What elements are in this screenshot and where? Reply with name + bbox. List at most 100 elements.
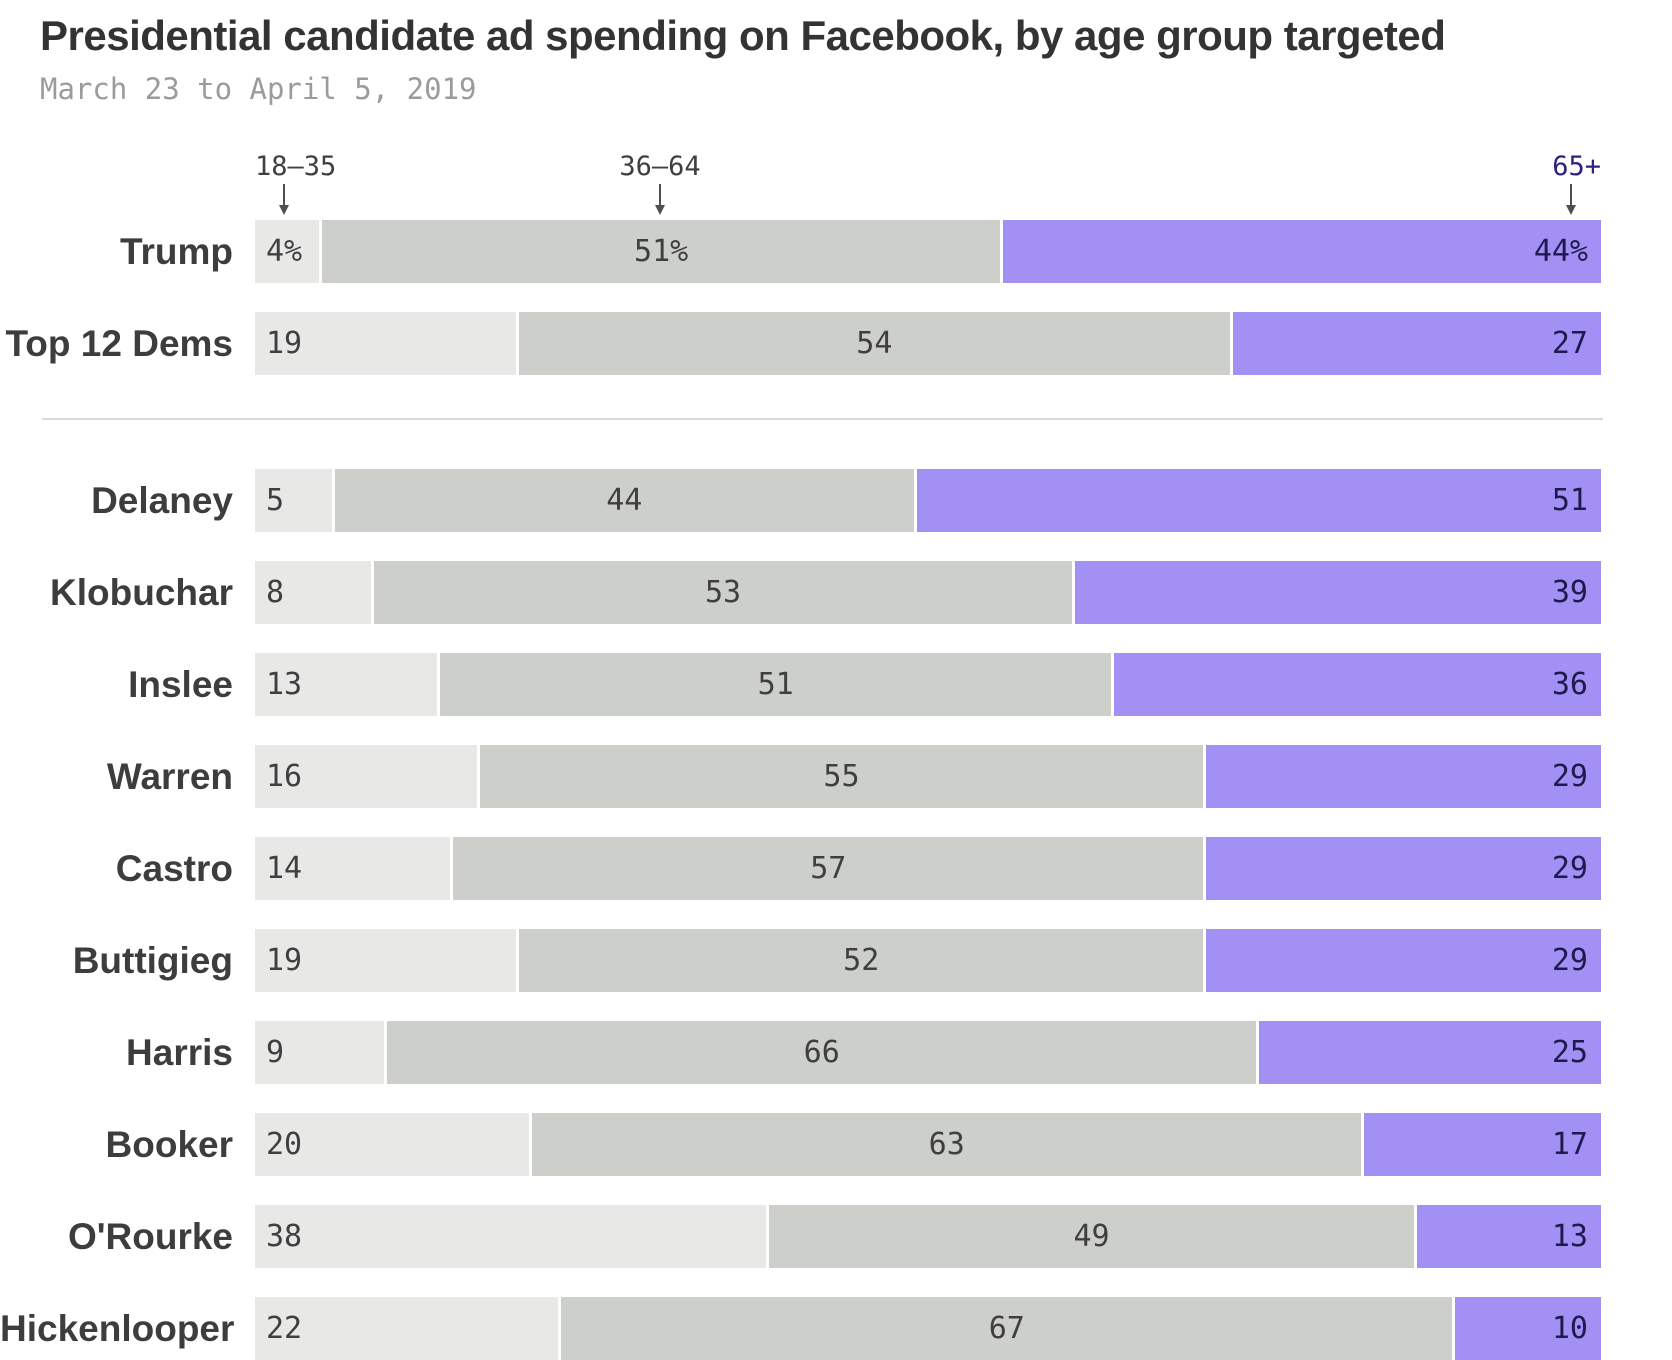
segment-65-plus: 10 xyxy=(1455,1297,1601,1360)
bar-row: Delaney 5 44 51 xyxy=(0,469,1672,532)
age-group-label-36-64: 36–64 xyxy=(619,151,701,182)
segment-value: 22 xyxy=(266,1311,303,1346)
bar-row: Booker 20 63 17 xyxy=(0,1113,1672,1176)
segment-value: 4% xyxy=(266,234,303,269)
bar-row: Hickenlooper 22 67 10 xyxy=(0,1297,1672,1360)
segment-18-35: 19 xyxy=(255,312,517,375)
candidate-label: Castro xyxy=(115,848,233,889)
segment-value: 10 xyxy=(1551,1311,1588,1346)
candidate-label: Warren xyxy=(106,756,233,797)
segment-value: 29 xyxy=(1551,943,1588,978)
segment-36-64: 49 xyxy=(769,1205,1414,1268)
segment-value: 19 xyxy=(266,326,303,361)
segment-value: 25 xyxy=(1551,1035,1588,1070)
age-group-label-65-plus: 65+ xyxy=(1552,151,1601,182)
segment-65-plus: 51 xyxy=(916,469,1601,532)
segment-65-plus: 13 xyxy=(1416,1205,1601,1268)
stacked-bar: 4% 51% 44% xyxy=(255,220,1601,283)
stacked-bar: 20 63 17 xyxy=(255,1113,1601,1176)
segment-value: 51 xyxy=(1551,483,1588,518)
segment-18-35: 5 xyxy=(255,469,332,532)
candidate-label: Booker xyxy=(105,1124,233,1165)
segment-value: 67 xyxy=(988,1311,1025,1346)
bar-row: Castro 14 57 29 xyxy=(0,837,1672,900)
bar-row: Inslee 13 51 36 xyxy=(0,653,1672,716)
segment-65-plus: 29 xyxy=(1206,837,1601,900)
candidate-label: Harris xyxy=(126,1032,233,1073)
segment-36-64: 51% xyxy=(322,220,1001,283)
down-arrow-icon xyxy=(279,184,289,215)
segment-value: 13 xyxy=(266,667,303,702)
segment-18-35: 19 xyxy=(255,929,517,992)
segment-36-64: 44 xyxy=(334,469,914,532)
segment-value: 44% xyxy=(1533,234,1588,269)
bar-row: Harris 9 66 25 xyxy=(0,1021,1672,1084)
segment-18-35: 9 xyxy=(255,1021,385,1084)
segment-value: 38 xyxy=(266,1219,303,1254)
stacked-bar: 16 55 29 xyxy=(255,745,1601,808)
segment-value: 17 xyxy=(1551,1127,1588,1162)
segment-value: 54 xyxy=(856,326,893,361)
stacked-bar: 9 66 25 xyxy=(255,1021,1601,1084)
segment-36-64: 51 xyxy=(440,653,1112,716)
candidate-label: O'Rourke xyxy=(67,1216,233,1257)
bar-row: Top 12 Dems 19 54 27 xyxy=(0,312,1672,375)
segment-65-plus: 29 xyxy=(1206,745,1601,808)
segment-value: 13 xyxy=(1551,1219,1588,1254)
segment-36-64: 57 xyxy=(453,837,1204,900)
chart-title: Presidential candidate ad spending on Fa… xyxy=(40,12,1446,59)
segment-65-plus: 44% xyxy=(1003,220,1601,283)
segment-65-plus: 29 xyxy=(1206,929,1601,992)
segment-value: 14 xyxy=(266,851,303,886)
segment-value: 36 xyxy=(1551,667,1588,702)
segment-value: 39 xyxy=(1551,575,1588,610)
stacked-bar: 14 57 29 xyxy=(255,837,1601,900)
candidate-label: Hickenlooper xyxy=(0,1308,235,1349)
segment-18-35: 38 xyxy=(255,1205,767,1268)
stacked-bar: 13 51 36 xyxy=(255,653,1601,716)
group-divider xyxy=(42,418,1603,420)
bar-row: Buttigieg 19 52 29 xyxy=(0,929,1672,992)
candidate-label: Delaney xyxy=(91,480,233,521)
segment-value: 9 xyxy=(266,1035,285,1070)
bar-row: Klobuchar 8 53 39 xyxy=(0,561,1672,624)
stacked-bar: 22 67 10 xyxy=(255,1297,1601,1360)
segment-value: 51% xyxy=(634,234,689,269)
segment-65-plus: 25 xyxy=(1259,1021,1601,1084)
bar-row: O'Rourke 38 49 13 xyxy=(0,1205,1672,1268)
stacked-bar: 38 49 13 xyxy=(255,1205,1601,1268)
segment-value: 8 xyxy=(266,575,285,610)
candidate-label: Trump xyxy=(119,231,233,272)
segment-value: 53 xyxy=(704,575,742,610)
segment-value: 63 xyxy=(928,1127,965,1162)
segment-65-plus: 27 xyxy=(1232,312,1601,375)
segment-65-plus: 36 xyxy=(1114,653,1601,716)
candidate-label: Top 12 Dems xyxy=(5,323,233,364)
segment-65-plus: 17 xyxy=(1364,1113,1601,1176)
segment-value: 19 xyxy=(266,943,303,978)
candidate-label: Klobuchar xyxy=(50,572,233,613)
rows: Trump 4% 51% 44% Top 12 Dems 19 54 27 xyxy=(0,220,1672,1360)
segment-36-64: 63 xyxy=(532,1113,1362,1176)
segment-value: 55 xyxy=(823,759,860,794)
segment-value: 20 xyxy=(266,1127,303,1162)
segment-value: 29 xyxy=(1551,851,1588,886)
segment-36-64: 53 xyxy=(374,561,1072,624)
stacked-bar: 19 52 29 xyxy=(255,929,1601,992)
segment-value: 29 xyxy=(1551,759,1588,794)
segment-value: 27 xyxy=(1551,326,1588,361)
segment-value: 16 xyxy=(266,759,303,794)
segment-value: 51 xyxy=(757,667,794,702)
segment-value: 49 xyxy=(1073,1219,1110,1254)
segment-18-35: 14 xyxy=(255,837,451,900)
chart-subtitle: March 23 to April 5, 2019 xyxy=(40,72,477,106)
age-group-label-18-35: 18–35 xyxy=(255,151,337,182)
segment-value: 52 xyxy=(843,943,880,978)
segment-18-35: 4% xyxy=(255,220,320,283)
down-arrow-icon xyxy=(1566,184,1576,215)
bar-row: Warren 16 55 29 xyxy=(0,745,1672,808)
segment-18-35: 8 xyxy=(255,561,372,624)
candidate-label: Buttigieg xyxy=(72,940,233,981)
down-arrow-icon xyxy=(655,184,665,215)
